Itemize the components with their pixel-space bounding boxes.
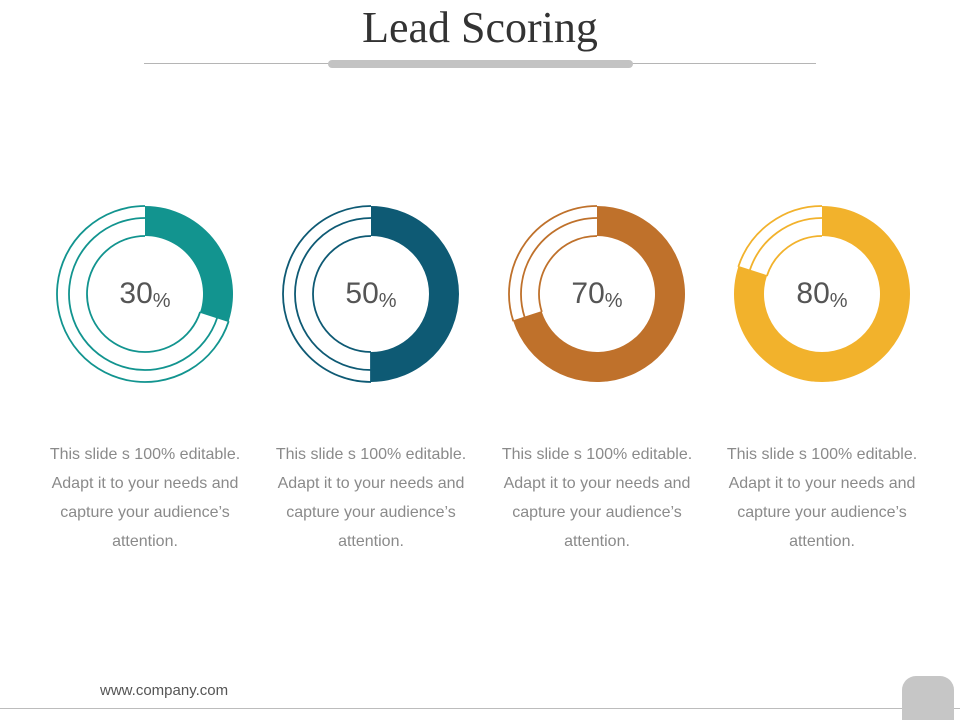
- donut-remainder-ring: [538, 235, 598, 313]
- footer-url: www.company.com: [100, 682, 229, 699]
- footer-divider: [0, 708, 960, 709]
- donut-value-segment: [513, 206, 685, 382]
- donut-remainder-ring: [520, 217, 598, 318]
- donut-remainder-ring: [68, 217, 219, 371]
- donut-chart: 30%: [55, 204, 235, 384]
- donut-remainder-ring: [294, 217, 372, 371]
- description-line: attention.: [112, 533, 178, 550]
- donut-chart: 70%: [507, 204, 687, 384]
- footer-tab: [902, 676, 954, 720]
- description-line: capture your audience’s: [737, 504, 907, 521]
- donut-chart: 80%: [732, 204, 912, 384]
- donut-remainder-ring: [86, 235, 202, 353]
- donut-svg: [508, 205, 685, 382]
- donut-remainder-ring: [748, 217, 823, 271]
- donut-svg: [282, 205, 459, 383]
- description-line: attention.: [564, 533, 630, 550]
- description-line: attention.: [338, 533, 404, 550]
- donut-svg: [56, 205, 233, 383]
- description-line: Adapt it to your needs and: [51, 475, 239, 492]
- donut-remainder-ring: [508, 205, 598, 322]
- donut-value-segment: [145, 206, 233, 322]
- donut-remainder-ring: [737, 205, 823, 268]
- donut-remainder-edge: [738, 265, 768, 277]
- description-line: This slide s 100% editable.: [501, 446, 693, 463]
- description-text: This slide s 100% editable. Adapt it to y…: [266, 440, 476, 556]
- description-line: This slide s 100% editable.: [726, 446, 918, 463]
- donut-remainder-ring: [282, 205, 372, 383]
- donut-svg: [734, 205, 910, 382]
- description-line: This slide s 100% editable.: [49, 446, 241, 463]
- donut-remainder-edge: [513, 311, 543, 323]
- description-line: capture your audience’s: [286, 504, 456, 521]
- description-text: This slide s 100% editable. Adapt it to y…: [717, 440, 927, 556]
- donut-remainder-ring: [312, 235, 372, 353]
- donut-remainder-ring: [56, 205, 230, 383]
- donut-value-segment: [371, 206, 459, 382]
- donut-chart: 50%: [281, 204, 461, 384]
- description-text: This slide s 100% editable. Adapt it to y…: [40, 440, 250, 556]
- description-line: Adapt it to your needs and: [277, 475, 465, 492]
- title-accent-bar: [328, 60, 633, 68]
- description-line: Adapt it to your needs and: [728, 475, 916, 492]
- slide-title: Lead Scoring: [362, 3, 598, 52]
- description-text: This slide s 100% editable. Adapt it to y…: [492, 440, 702, 556]
- donut-value-segment: [734, 206, 910, 382]
- description-line: capture your audience’s: [60, 504, 230, 521]
- description-line: capture your audience’s: [512, 504, 682, 521]
- description-line: Adapt it to your needs and: [503, 475, 691, 492]
- donut-remainder-ring: [765, 235, 823, 277]
- description-line: This slide s 100% editable.: [275, 446, 467, 463]
- description-line: attention.: [789, 533, 855, 550]
